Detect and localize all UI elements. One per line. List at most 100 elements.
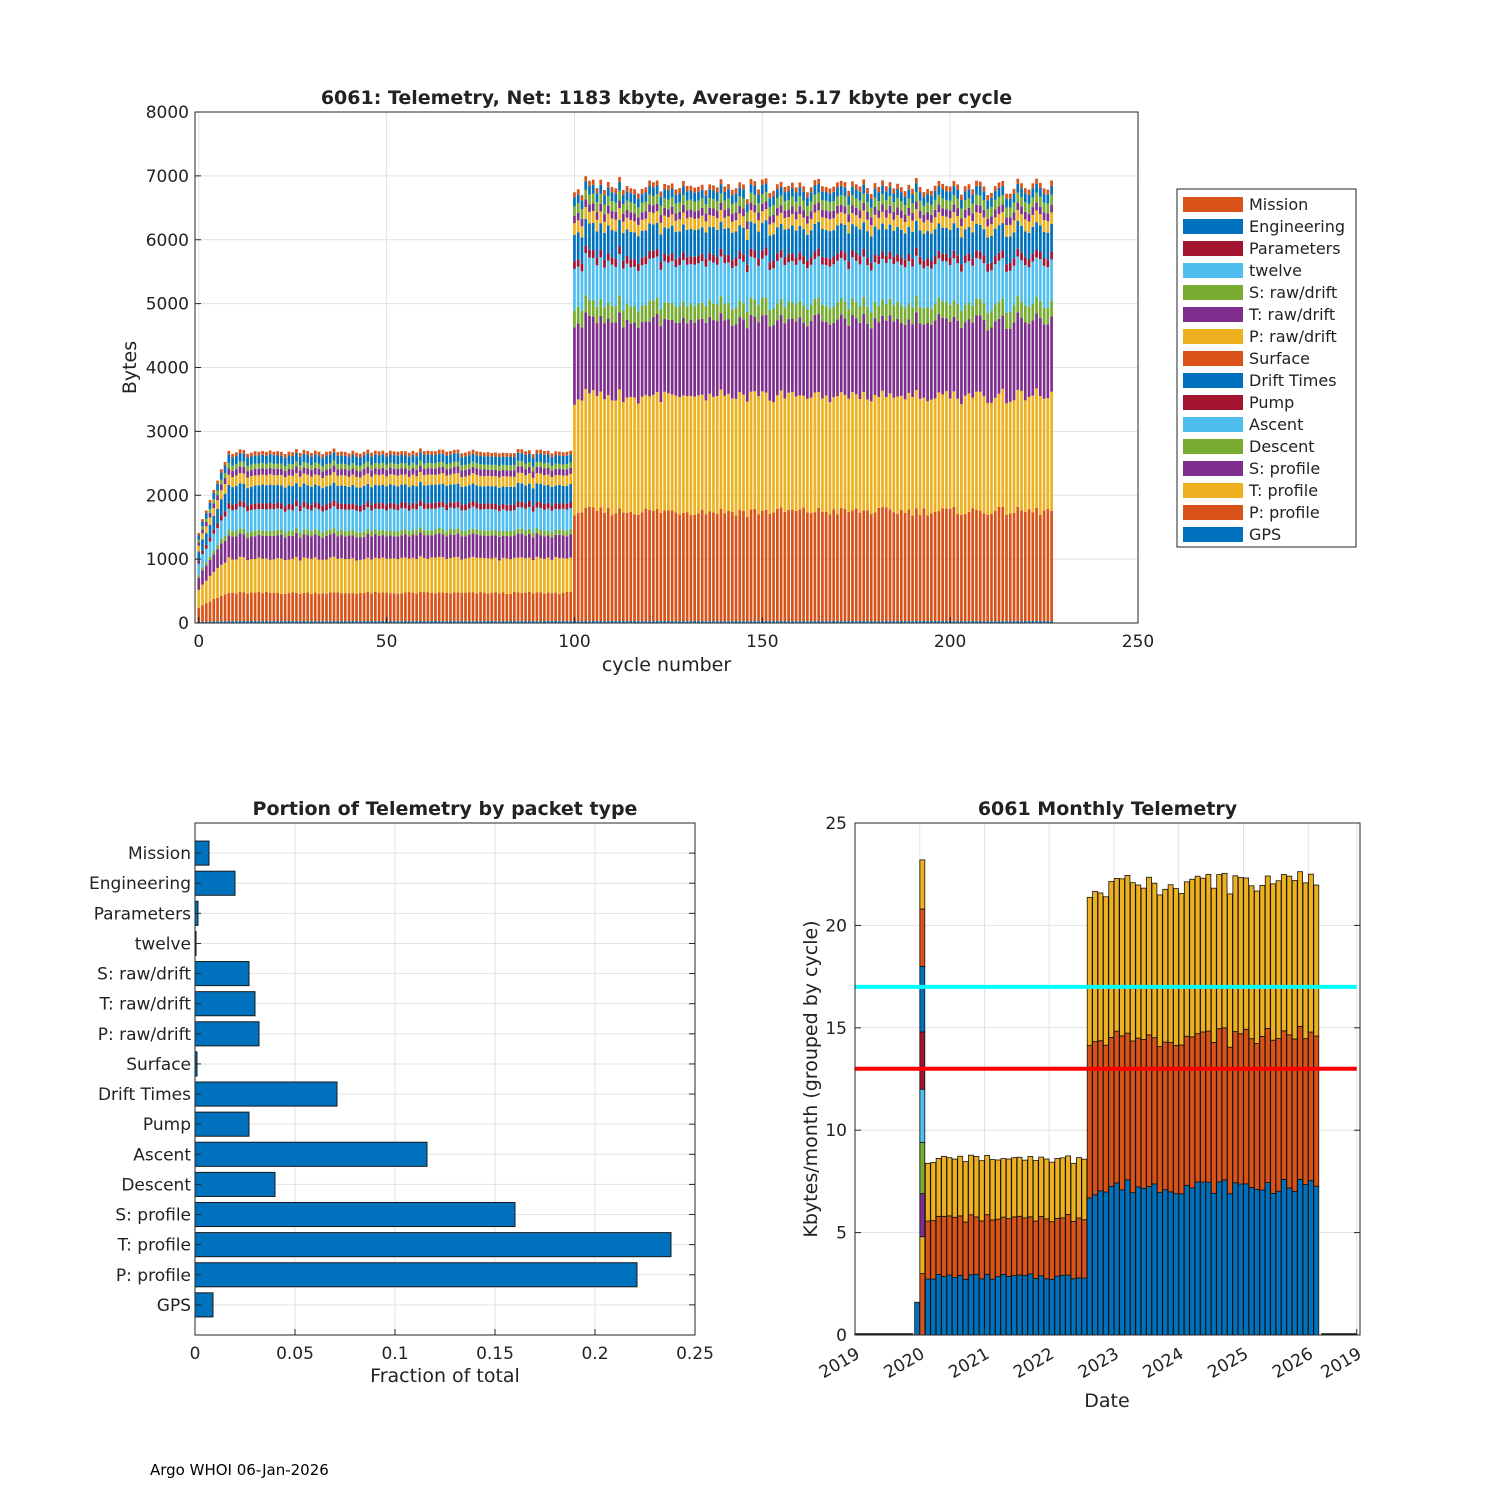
bar-segment xyxy=(1023,621,1027,623)
bar-segment xyxy=(621,221,625,234)
bar-segment xyxy=(524,454,527,464)
bar-segment xyxy=(670,188,674,198)
bar-segment xyxy=(242,501,246,508)
bar-segment xyxy=(787,185,790,192)
legend-label: P: profile xyxy=(1249,503,1320,522)
bar-segment xyxy=(832,621,836,623)
bar-segment xyxy=(674,395,678,513)
bar-segment xyxy=(201,554,204,568)
bar-segment xyxy=(250,510,253,532)
bar-segment xyxy=(791,225,794,254)
bar-segment xyxy=(719,389,723,509)
bar-segment xyxy=(250,476,253,487)
bar-segment xyxy=(621,268,625,311)
bar-segment xyxy=(610,192,614,202)
bar-segment xyxy=(396,593,400,622)
bar-segment xyxy=(629,323,633,397)
bar-segment xyxy=(907,215,911,228)
bar-segment xyxy=(355,537,358,561)
bar-segment xyxy=(952,250,956,259)
bar-segment xyxy=(216,523,219,529)
bar-segment xyxy=(651,196,655,206)
bar-segment xyxy=(591,179,595,185)
bar-segment xyxy=(674,267,678,307)
bar-segment xyxy=(497,453,501,458)
bar-segment xyxy=(663,183,666,190)
bar-segment xyxy=(768,513,772,622)
bar-segment xyxy=(975,315,978,392)
bar-segment xyxy=(952,507,956,622)
bar-segment xyxy=(847,268,851,309)
bar-segment xyxy=(877,256,881,264)
bar-segment xyxy=(490,535,494,559)
bar-segment xyxy=(501,503,505,510)
bar-segment xyxy=(738,251,742,260)
bar-segment xyxy=(824,210,828,219)
monthly-bar-segment xyxy=(973,1273,980,1336)
bar-segment xyxy=(298,511,302,533)
monthly-bar-segment xyxy=(1081,1219,1088,1279)
bar-segment xyxy=(813,258,817,299)
bar-segment xyxy=(618,389,621,509)
bar-segment xyxy=(520,528,524,534)
bar-segment xyxy=(231,592,234,622)
bar-segment xyxy=(302,449,306,454)
bar-segment xyxy=(430,484,434,504)
bar-segment xyxy=(573,515,576,622)
bar-segment xyxy=(257,455,261,464)
bar-segment xyxy=(779,212,783,224)
bar-segment xyxy=(941,227,944,254)
bar-segment xyxy=(764,178,768,184)
bar-segment xyxy=(689,319,693,397)
bar-segment xyxy=(832,218,836,231)
bar-segment xyxy=(355,465,358,471)
bar-segment xyxy=(588,506,591,622)
bar-segment xyxy=(858,322,862,400)
bar-segment xyxy=(971,232,975,259)
bar-segment xyxy=(441,473,445,484)
x-tick-label: 0 xyxy=(190,1344,201,1364)
bar-segment xyxy=(918,210,922,219)
bar-segment xyxy=(978,186,982,196)
bar-segment xyxy=(1008,263,1012,271)
legend-label: Surface xyxy=(1249,349,1310,368)
bar-segment xyxy=(377,455,381,464)
bar-segment xyxy=(670,394,674,511)
bar-segment xyxy=(310,453,313,457)
bar-segment xyxy=(276,508,280,531)
bar-segment xyxy=(610,621,614,623)
bar-segment xyxy=(362,621,366,623)
bar-segment xyxy=(595,621,599,623)
monthly-bar-segment xyxy=(1189,878,1196,1038)
bar-segment xyxy=(479,557,482,593)
bar-segment xyxy=(437,467,441,474)
bar-segment xyxy=(471,453,475,462)
x-tick-label: 2022 xyxy=(1010,1344,1057,1383)
bar-segment xyxy=(276,530,280,536)
bar-segment xyxy=(486,503,490,510)
bar-segment xyxy=(430,508,434,531)
bar-segment xyxy=(997,506,1001,622)
bar-segment xyxy=(1042,193,1046,203)
bar-segment xyxy=(839,223,843,251)
bar-segment xyxy=(208,499,212,503)
monthly-bar-segment xyxy=(919,1236,926,1274)
monthly-bar-segment xyxy=(1291,1038,1298,1192)
bar-segment xyxy=(238,621,242,623)
monthly-bar-segment xyxy=(1156,1192,1163,1336)
bar-segment xyxy=(903,196,907,206)
bar-segment xyxy=(734,398,738,516)
bar-segment xyxy=(276,502,280,509)
bar-segment xyxy=(1012,621,1016,623)
bar-segment xyxy=(960,264,963,272)
bar-segment xyxy=(971,220,975,233)
fraction-bar xyxy=(194,1021,260,1047)
bar-segment xyxy=(621,327,625,403)
bar-segment xyxy=(253,503,257,510)
bar-segment xyxy=(670,261,674,303)
bar-segment xyxy=(287,451,291,456)
bar-segment xyxy=(674,220,678,232)
bar-segment xyxy=(809,192,813,202)
bar-segment xyxy=(584,507,588,622)
bar-segment xyxy=(516,449,520,453)
